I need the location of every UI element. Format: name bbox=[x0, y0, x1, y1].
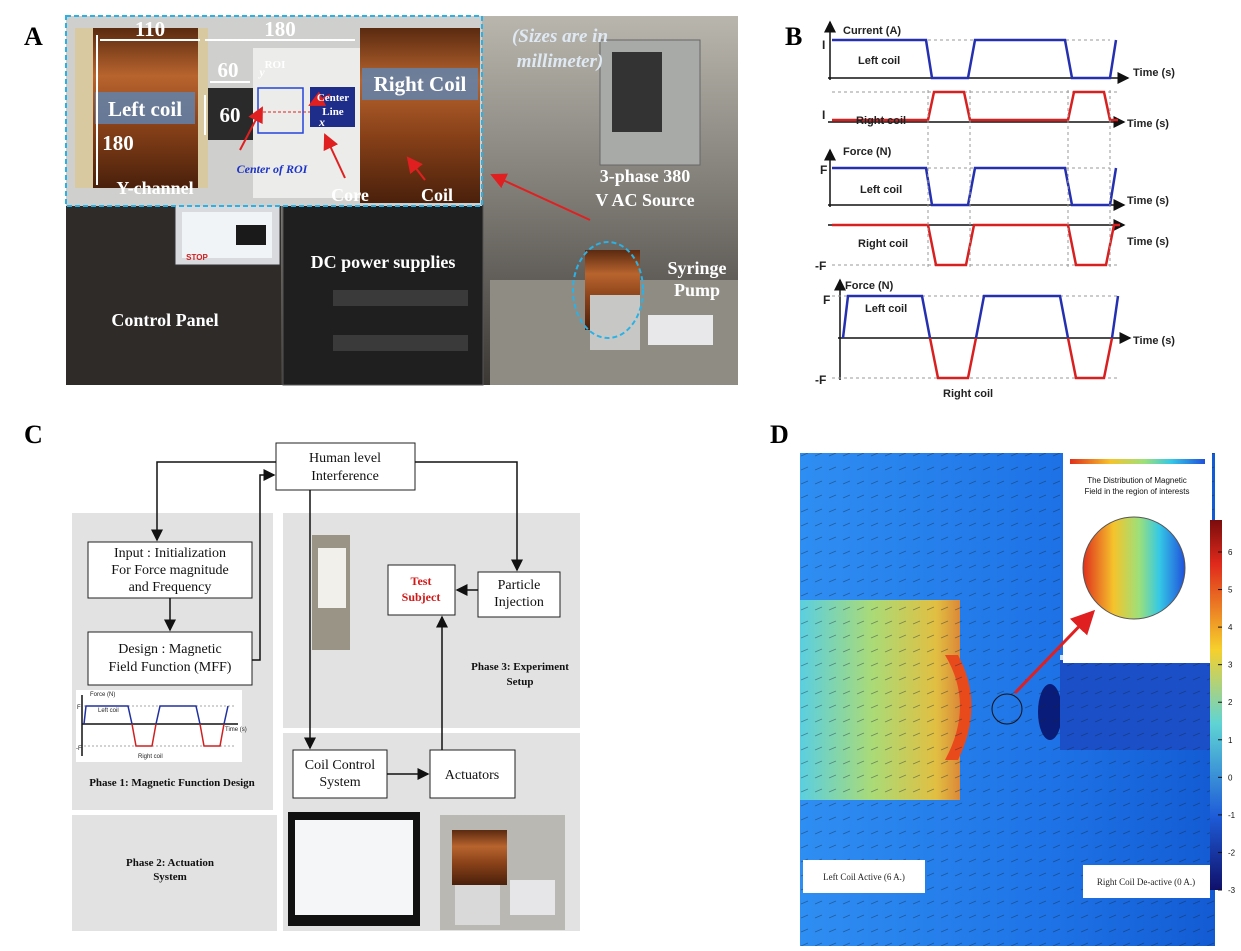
colorbar-tick-label: -3 bbox=[1228, 886, 1236, 895]
label: -F bbox=[815, 259, 826, 273]
label: -F bbox=[815, 373, 826, 387]
label: Left coil bbox=[858, 55, 900, 67]
label: Coil Control bbox=[305, 758, 376, 773]
label: ROI bbox=[265, 59, 286, 71]
label: Time (s) bbox=[1133, 67, 1175, 79]
label: Right coil bbox=[856, 115, 906, 127]
label: Actuators bbox=[445, 768, 499, 783]
label: (Sizes are in bbox=[512, 26, 608, 47]
label: 60 bbox=[218, 58, 239, 82]
colorbar-tick-label: 1 bbox=[1228, 736, 1233, 745]
label: Force (N) bbox=[90, 692, 115, 698]
waveform bbox=[976, 296, 1068, 338]
label: For Force magnitude bbox=[111, 563, 228, 578]
colorbar-tick-label: 4 bbox=[1228, 623, 1233, 632]
label: I bbox=[822, 108, 825, 122]
label: Phase 1: Magnetic Function Design bbox=[89, 777, 255, 789]
colorbar-tick-label: -2 bbox=[1228, 848, 1236, 857]
label: Right coil bbox=[858, 238, 908, 250]
label: Particle bbox=[498, 578, 541, 593]
label: System bbox=[153, 871, 187, 883]
label: Phase 2: Actuation bbox=[126, 857, 214, 869]
colorbar-tick-label: 0 bbox=[1228, 773, 1233, 782]
label: Human level bbox=[309, 451, 381, 466]
label: Left Coil Active (6 A.) bbox=[823, 872, 905, 882]
label: B bbox=[785, 22, 802, 51]
label: 110 bbox=[135, 17, 165, 41]
label: A bbox=[24, 22, 43, 51]
label: Center bbox=[317, 92, 349, 104]
label: Y-channel bbox=[116, 178, 193, 198]
colorbar-tick-label: 6 bbox=[1228, 548, 1233, 557]
colorbar-tick-label: 2 bbox=[1228, 698, 1233, 707]
label: I bbox=[822, 38, 825, 52]
label: and Frequency bbox=[129, 580, 212, 595]
waveform bbox=[1068, 338, 1112, 378]
label: Time (s) bbox=[1127, 118, 1169, 130]
label: Core bbox=[331, 185, 369, 205]
label: Left coil bbox=[860, 184, 902, 196]
label: millimeter) bbox=[517, 51, 604, 72]
label: Time (s) bbox=[225, 727, 247, 733]
label: Time (s) bbox=[1127, 195, 1169, 207]
label: Setup bbox=[507, 676, 534, 688]
label: F bbox=[820, 163, 827, 177]
label: Test bbox=[411, 574, 432, 588]
label: Coil bbox=[421, 185, 453, 205]
label: Left coil bbox=[108, 97, 182, 121]
label: Time (s) bbox=[1127, 236, 1169, 248]
label: STOP bbox=[186, 253, 208, 262]
label: Subject bbox=[402, 590, 441, 604]
label: 60 bbox=[220, 103, 241, 127]
label: Syringe bbox=[667, 258, 726, 278]
label: F bbox=[77, 705, 81, 711]
label: Right coil bbox=[943, 388, 993, 400]
waveform bbox=[1112, 296, 1118, 338]
label: Left coil bbox=[98, 708, 119, 714]
label: Force (N) bbox=[843, 146, 892, 158]
label: Center of ROI bbox=[237, 162, 309, 176]
label: Time (s) bbox=[1133, 335, 1175, 347]
label: F bbox=[823, 293, 830, 307]
label: 180 bbox=[102, 131, 134, 155]
label: Pump bbox=[674, 280, 720, 300]
label: D bbox=[770, 420, 789, 449]
label: Field Function (MFF) bbox=[109, 660, 232, 675]
colorbar-tick-label: 3 bbox=[1228, 661, 1233, 670]
label: Field in the region of interests bbox=[1085, 487, 1190, 496]
label: Injection bbox=[494, 595, 544, 610]
label: V AC Source bbox=[595, 190, 694, 210]
figure: ABCD110180Left coilRight Coil6060180ROIy… bbox=[0, 0, 1241, 951]
label: 180 bbox=[264, 17, 296, 41]
label: 3-phase 380 bbox=[600, 166, 691, 186]
label: Control Panel bbox=[111, 310, 218, 330]
label: Design : Magnetic bbox=[118, 642, 221, 657]
label: DC power supplies bbox=[311, 252, 456, 272]
label: Line bbox=[322, 106, 344, 118]
label: Interference bbox=[311, 469, 379, 484]
label: C bbox=[24, 420, 43, 449]
label: Current (A) bbox=[843, 25, 901, 37]
colorbar-tick-label: -1 bbox=[1228, 811, 1236, 820]
label: Force (N) bbox=[845, 280, 894, 292]
colorbar-tick-label: 5 bbox=[1228, 586, 1233, 595]
label: Phase 3: Experiment bbox=[471, 661, 569, 673]
label: The Distribution of Magnetic bbox=[1087, 476, 1187, 485]
label: Input : Initialization bbox=[114, 546, 226, 561]
waveform bbox=[930, 338, 976, 378]
label: Right Coil De-active (0 A.) bbox=[1097, 877, 1195, 887]
label: y bbox=[257, 65, 265, 79]
label: Right coil bbox=[138, 754, 163, 760]
label: Right Coil bbox=[374, 72, 467, 96]
label: System bbox=[319, 775, 360, 790]
label: -F bbox=[76, 746, 82, 752]
label: Left coil bbox=[865, 303, 907, 315]
